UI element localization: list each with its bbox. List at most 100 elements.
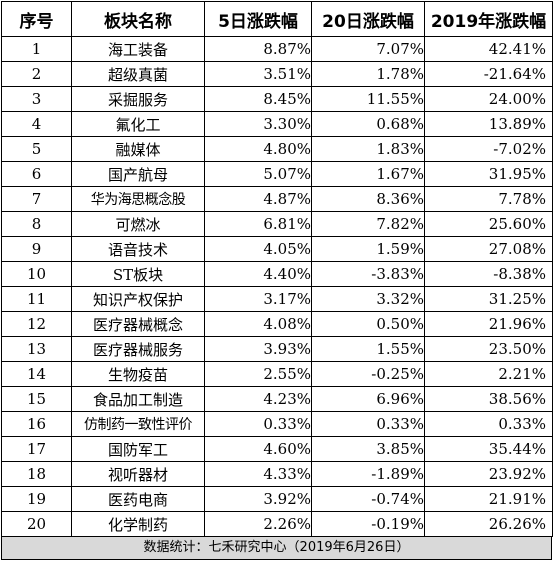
change-2019: -7.02% xyxy=(424,136,553,162)
change-5day: 4.87% xyxy=(204,186,312,212)
change-5day: 4.80% xyxy=(204,136,312,162)
row-index: 13 xyxy=(1,336,72,362)
change-2019: 23.50% xyxy=(424,336,553,362)
sector-name: 食品加工制造 xyxy=(71,386,205,412)
change-20day: -0.25% xyxy=(311,361,425,387)
table-row: 11 知识产权保护 3.17% 3.32% 31.25% xyxy=(1,286,553,312)
change-5day: 4.23% xyxy=(204,386,312,412)
sector-name: 化学制药 xyxy=(71,511,205,537)
table-row: 3 采掘服务 8.45% 11.55% 24.00% xyxy=(1,86,553,112)
change-2019: 38.56% xyxy=(424,386,553,412)
row-index: 6 xyxy=(1,161,72,187)
row-index: 4 xyxy=(1,111,72,137)
change-20day: 1.83% xyxy=(311,136,425,162)
row-index: 5 xyxy=(1,136,72,162)
change-2019: 42.41% xyxy=(424,36,553,62)
row-index: 7 xyxy=(1,186,72,212)
header-20day-change: 20日涨跌幅 xyxy=(311,1,425,37)
header-2019-change: 2019年涨跌幅 xyxy=(424,1,553,37)
change-5day: 6.81% xyxy=(204,211,312,237)
table-row: 19 医药电商 3.92% -0.74% 21.91% xyxy=(1,486,553,512)
change-2019: 0.33% xyxy=(424,411,553,437)
row-index: 19 xyxy=(1,486,72,512)
header-5day-change: 5日涨跌幅 xyxy=(204,1,312,37)
change-5day: 4.08% xyxy=(204,311,312,337)
change-20day: -3.83% xyxy=(311,261,425,287)
change-20day: 1.55% xyxy=(311,336,425,362)
table-row: 14 生物疫苗 2.55% -0.25% 2.21% xyxy=(1,361,553,387)
sector-name: 华为海思概念股 xyxy=(71,186,205,212)
sector-name: 可燃冰 xyxy=(71,211,205,237)
sector-name: 融媒体 xyxy=(71,136,205,162)
sector-name: 知识产权保护 xyxy=(71,286,205,312)
row-index: 3 xyxy=(1,86,72,112)
table-row: 20 化学制药 2.26% -0.19% 26.26% xyxy=(1,511,553,537)
sector-name: 采掘服务 xyxy=(71,86,205,112)
change-2019: 31.25% xyxy=(424,286,553,312)
change-5day: 5.07% xyxy=(204,161,312,187)
change-20day: -0.19% xyxy=(311,511,425,537)
change-5day: 8.45% xyxy=(204,86,312,112)
row-index: 20 xyxy=(1,511,72,537)
row-index: 12 xyxy=(1,311,72,337)
table-row: 9 语音技术 4.05% 1.59% 27.08% xyxy=(1,236,553,262)
change-2019: -8.38% xyxy=(424,261,553,287)
table-row: 13 医疗器械服务 3.93% 1.55% 23.50% xyxy=(1,336,553,362)
change-20day: 1.59% xyxy=(311,236,425,262)
change-20day: 1.67% xyxy=(311,161,425,187)
table-row: 5 融媒体 4.80% 1.83% -7.02% xyxy=(1,136,553,162)
sector-name: 国产航母 xyxy=(71,161,205,187)
change-2019: 27.08% xyxy=(424,236,553,262)
row-index: 9 xyxy=(1,236,72,262)
row-index: 10 xyxy=(1,261,72,287)
change-20day: 8.36% xyxy=(311,186,425,212)
change-5day: 3.17% xyxy=(204,286,312,312)
row-index: 16 xyxy=(1,411,72,437)
change-2019: 26.26% xyxy=(424,511,553,537)
change-2019: 21.91% xyxy=(424,486,553,512)
header-sector-name: 板块名称 xyxy=(71,1,205,37)
data-source-footer: 数据统计：七禾研究中心（2019年6月26日） xyxy=(1,537,552,560)
sector-name: ST板块 xyxy=(71,261,205,287)
table-row: 6 国产航母 5.07% 1.67% 31.95% xyxy=(1,161,553,187)
change-5day: 4.40% xyxy=(204,261,312,287)
change-20day: 11.55% xyxy=(311,86,425,112)
sector-name: 医药电商 xyxy=(71,486,205,512)
table-row: 8 可燃冰 6.81% 7.82% 25.60% xyxy=(1,211,553,237)
header-index: 序号 xyxy=(1,1,72,37)
change-20day: 0.50% xyxy=(311,311,425,337)
sector-name: 医疗器械概念 xyxy=(71,311,205,337)
change-20day: -1.89% xyxy=(311,461,425,487)
change-2019: 21.96% xyxy=(424,311,553,337)
sector-name: 医疗器械服务 xyxy=(71,336,205,362)
change-5day: 4.60% xyxy=(204,436,312,462)
sector-performance-table: 序号 板块名称 5日涨跌幅 20日涨跌幅 2019年涨跌幅 1 海工装备 8.8… xyxy=(1,1,553,537)
row-index: 11 xyxy=(1,286,72,312)
change-5day: 8.87% xyxy=(204,36,312,62)
header-row: 序号 板块名称 5日涨跌幅 20日涨跌幅 2019年涨跌幅 xyxy=(1,1,553,37)
change-20day: 0.68% xyxy=(311,111,425,137)
row-index: 15 xyxy=(1,386,72,412)
change-5day: 3.92% xyxy=(204,486,312,512)
table-row: 17 国防军工 4.60% 3.85% 35.44% xyxy=(1,436,553,462)
sector-name: 氟化工 xyxy=(71,111,205,137)
row-index: 1 xyxy=(1,36,72,62)
change-20day: 7.07% xyxy=(311,36,425,62)
change-20day: -0.74% xyxy=(311,486,425,512)
change-2019: 35.44% xyxy=(424,436,553,462)
table-row: 10 ST板块 4.40% -3.83% -8.38% xyxy=(1,261,553,287)
table-row: 1 海工装备 8.87% 7.07% 42.41% xyxy=(1,36,553,62)
table-row: 16 仿制药一致性评价 0.33% 0.33% 0.33% xyxy=(1,411,553,437)
change-2019: 31.95% xyxy=(424,161,553,187)
table-row: 12 医疗器械概念 4.08% 0.50% 21.96% xyxy=(1,311,553,337)
sector-name: 超级真菌 xyxy=(71,61,205,87)
change-5day: 3.30% xyxy=(204,111,312,137)
change-5day: 2.55% xyxy=(204,361,312,387)
change-5day: 0.33% xyxy=(204,411,312,437)
change-20day: 7.82% xyxy=(311,211,425,237)
table-row: 2 超级真菌 3.51% 1.78% -21.64% xyxy=(1,61,553,87)
change-5day: 3.93% xyxy=(204,336,312,362)
sector-name: 仿制药一致性评价 xyxy=(71,411,205,437)
change-2019: 23.92% xyxy=(424,461,553,487)
